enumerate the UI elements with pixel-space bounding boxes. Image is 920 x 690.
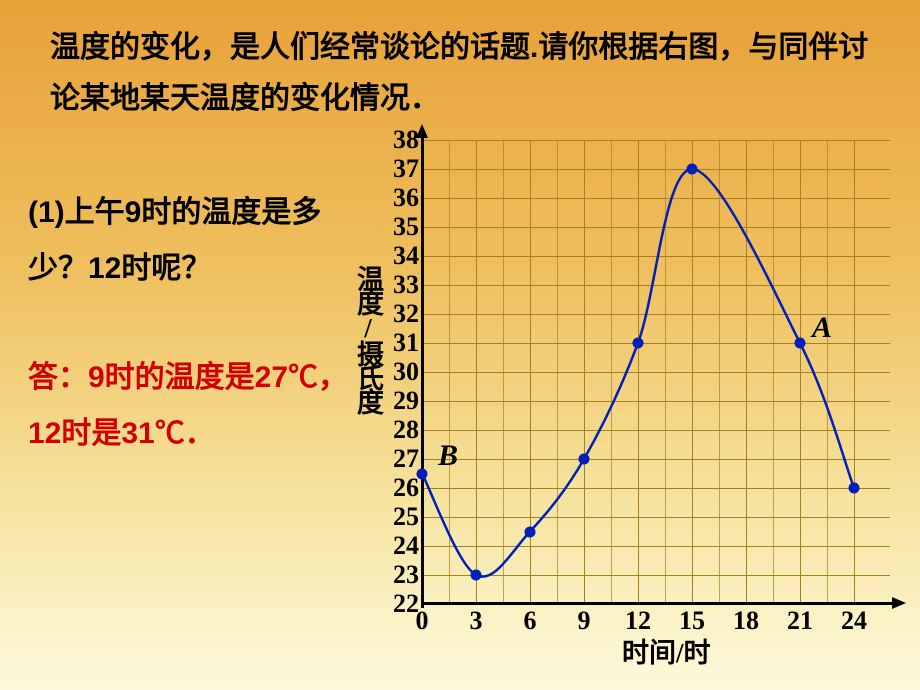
y-tick-label: 26 <box>389 473 419 503</box>
x-tick-label: 24 <box>834 606 874 636</box>
y-tick-label: 28 <box>389 415 419 445</box>
x-axis-label: 时间/时 <box>622 631 711 670</box>
y-tick-label: 30 <box>389 357 419 387</box>
y-tick-label: 23 <box>389 560 419 590</box>
x-tick-label: 18 <box>726 606 766 636</box>
question-text: (1)上午9时的温度是多少？12时呢？ <box>28 185 358 296</box>
y-axis-label: 温度/摄氏度 <box>354 265 381 412</box>
y-tick-label: 38 <box>389 125 419 155</box>
y-tick-label: 35 <box>389 212 419 242</box>
y-tick-label: 33 <box>389 270 419 300</box>
plot-area: AB <box>422 140 890 604</box>
data-point <box>849 483 860 494</box>
point-label-B: B <box>438 439 458 473</box>
data-point <box>579 454 590 465</box>
x-tick-label: 12 <box>618 606 658 636</box>
x-tick-label: 6 <box>510 606 550 636</box>
x-tick-label: 15 <box>672 606 712 636</box>
temperature-chart: 温度/摄氏度 时间/时 AB 2223242526272829303132333… <box>352 130 912 670</box>
data-point <box>633 338 644 349</box>
x-tick-label: 3 <box>456 606 496 636</box>
y-tick-label: 25 <box>389 502 419 532</box>
y-tick-label: 24 <box>389 531 419 561</box>
x-axis-arrow <box>892 597 906 609</box>
data-point <box>687 164 698 175</box>
y-tick-label: 29 <box>389 386 419 416</box>
y-tick-label: 37 <box>389 154 419 184</box>
y-tick-label: 32 <box>389 299 419 329</box>
intro-text: 温度的变化，是人们经常谈论的话题.请你根据右图，与同伴讨论某地某天温度的变化情况… <box>50 22 880 124</box>
y-tick-label: 31 <box>389 328 419 358</box>
x-tick-label: 21 <box>780 606 820 636</box>
y-tick-label: 27 <box>389 444 419 474</box>
temperature-curve <box>422 169 854 577</box>
data-point <box>525 526 536 537</box>
curve-svg <box>422 140 890 604</box>
data-point <box>471 570 482 581</box>
y-tick-label: 34 <box>389 241 419 271</box>
point-label-A: A <box>812 311 832 345</box>
data-point <box>795 338 806 349</box>
y-tick-label: 36 <box>389 183 419 213</box>
x-tick-label: 0 <box>402 606 442 636</box>
x-tick-label: 9 <box>564 606 604 636</box>
answer-text: 答：9时的温度是27℃，12时是31℃． <box>28 350 368 461</box>
